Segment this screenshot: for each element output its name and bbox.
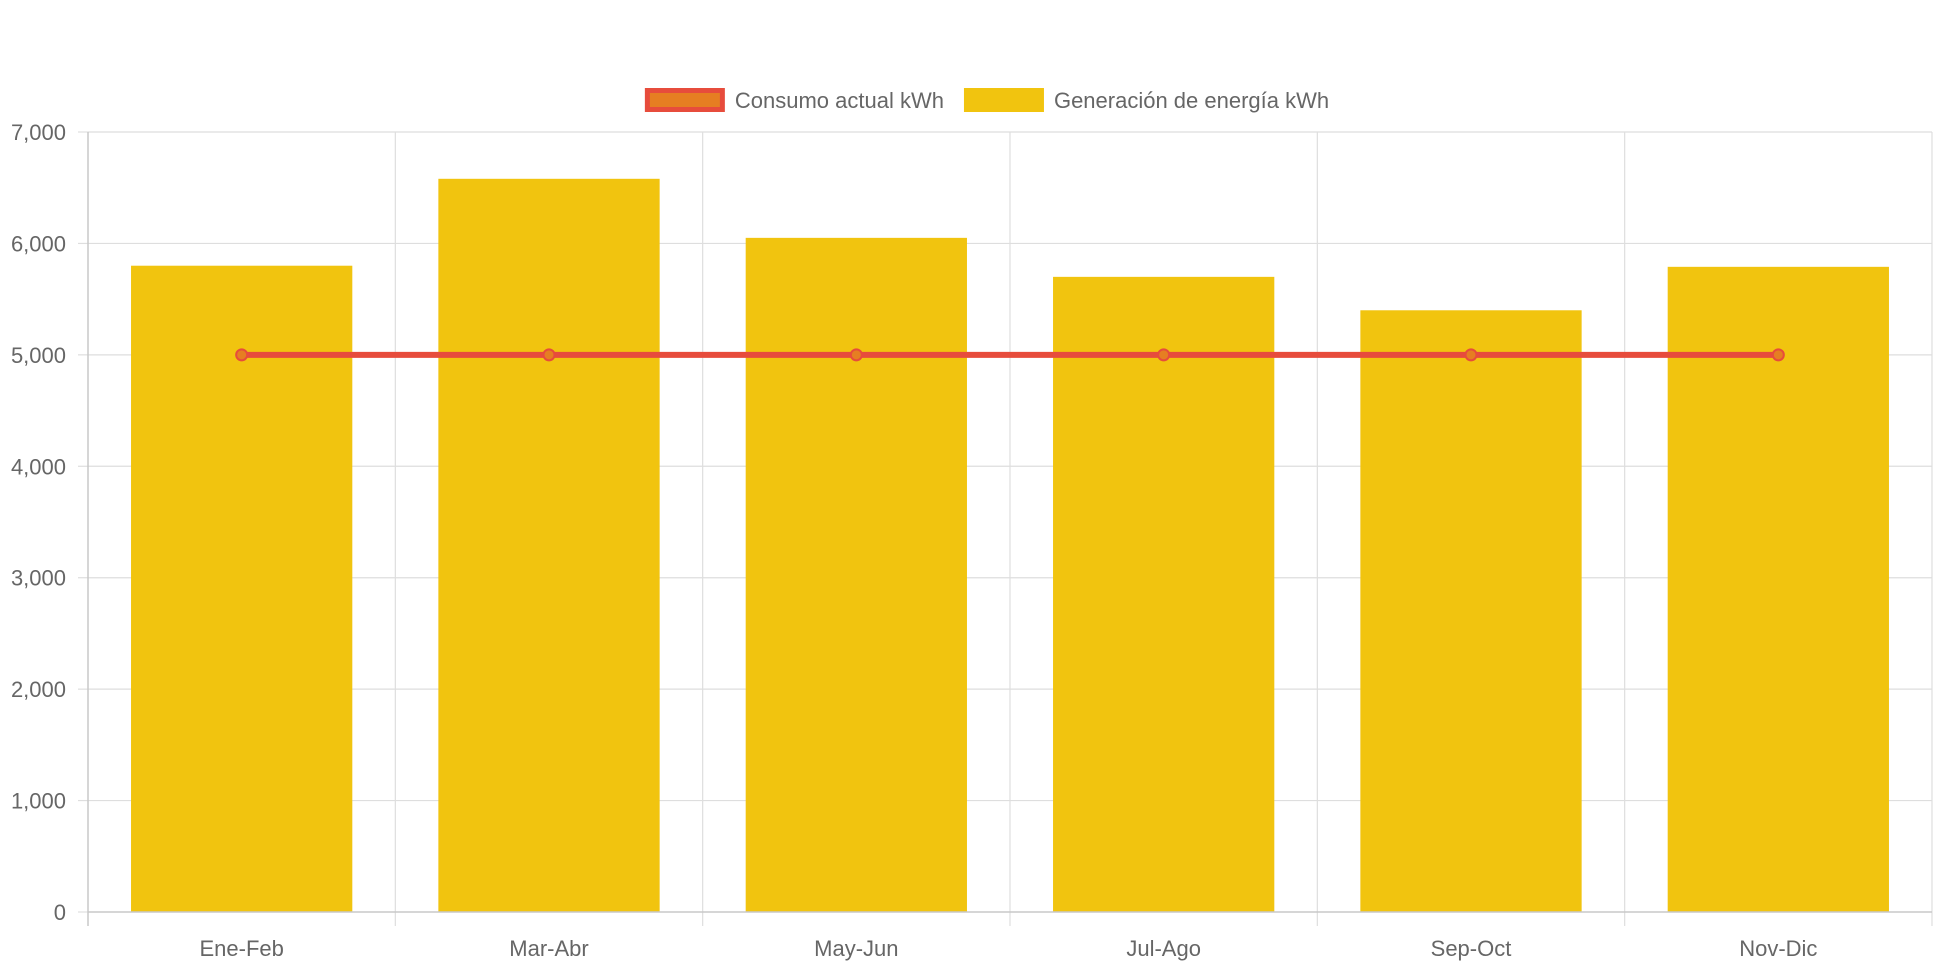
legend[interactable]: Consumo actual kWh Generación de energía … [644,88,1329,113]
legend-swatch [644,88,725,112]
bars [131,178,1889,913]
bar-sep-oct[interactable] [1360,310,1582,912]
y-tick-label: 2,000 [11,677,66,702]
grid [78,131,1933,926]
y-tick-label: 5,000 [11,343,66,368]
line-point-nov-dic[interactable] [1771,348,1785,362]
line-point-jul-ago[interactable] [1157,348,1171,362]
y-tick-label: 3,000 [11,566,66,591]
x-tick-label: Mar-Abr [509,936,588,961]
bar-mar-abr[interactable] [438,178,660,913]
legend-label: Consumo actual kWh [735,88,944,113]
line-point-ene-feb[interactable] [235,348,249,362]
y-tick-label: 6,000 [11,231,66,256]
bar-may-jun[interactable] [745,237,967,912]
y-tick-label: 0 [54,900,66,925]
legend-swatch [963,88,1044,112]
bar-ene-feb[interactable] [131,265,353,912]
legend-item-generacion[interactable]: Generación de energía kWh [963,88,1329,113]
bar-nov-dic[interactable] [1667,266,1889,912]
legend-label: Generación de energía kWh [1054,88,1329,113]
x-tick-label: Sep-Oct [1431,936,1512,961]
bar-jul-ago[interactable] [1053,276,1275,912]
line-point-may-jun[interactable] [849,348,863,362]
legend-item-consumo[interactable]: Consumo actual kWh [644,88,944,113]
x-tick-label: Nov-Dic [1739,936,1817,961]
y-tick-label: 7,000 [11,120,66,145]
x-tick-label: Jul-Ago [1126,936,1201,961]
line-point-mar-abr[interactable] [542,348,556,362]
x-tick-label: May-Jun [814,936,898,961]
line-point-sep-oct[interactable] [1464,348,1478,362]
y-tick-label: 4,000 [11,454,66,479]
x-tick-label: Ene-Feb [199,936,283,961]
axes: 0 1,000 2,000 3,000 4,000 5,000 6,000 7,000 Ene-… [11,120,1932,961]
y-tick-label: 1,000 [11,789,66,814]
line-points [235,348,1785,362]
